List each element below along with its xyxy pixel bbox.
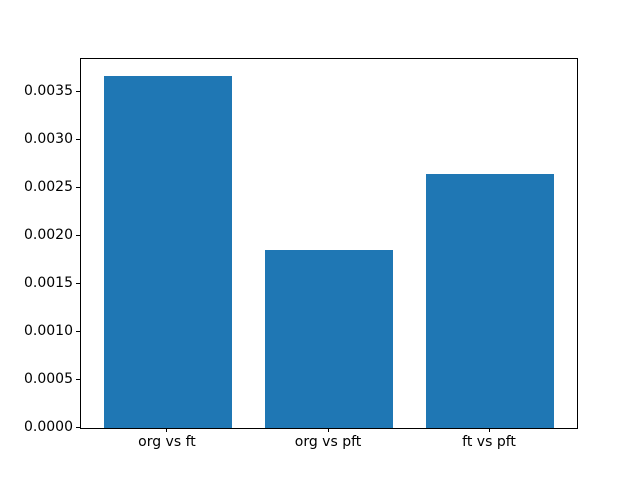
x-tick-label-ft-vs-pft: ft vs pft — [462, 434, 516, 450]
x-tick-label-org-vs-ft: org vs ft — [138, 434, 196, 450]
y-tick-mark — [76, 234, 80, 236]
y-tick-label: 0.0035 — [24, 83, 73, 100]
y-tick-mark — [76, 426, 80, 428]
plot-area — [80, 58, 578, 429]
bar-ft-vs-pft — [425, 173, 555, 428]
bar-org-vs-pft — [264, 250, 394, 428]
y-tick-label: 0.0000 — [24, 419, 73, 435]
y-tick-label: 0.0010 — [24, 323, 73, 339]
y-tick-mark — [76, 378, 80, 380]
y-tick-label: 0.0015 — [24, 275, 73, 291]
x-tick-mark — [488, 428, 490, 432]
x-tick-mark — [327, 428, 329, 432]
y-tick-label: 0.0005 — [24, 371, 73, 387]
x-tick-mark — [166, 428, 168, 432]
y-tick-label: 0.0030 — [24, 131, 73, 148]
y-tick-mark — [76, 90, 80, 92]
y-tick-mark — [76, 186, 80, 188]
bar-org-vs-ft — [103, 75, 233, 428]
y-tick-mark — [76, 282, 80, 284]
y-tick-mark — [76, 138, 80, 140]
y-tick-mark — [76, 330, 80, 332]
y-tick-label: 0.0020 — [24, 227, 73, 243]
y-tick-label: 0.0025 — [24, 179, 73, 195]
x-tick-label-org-vs-pft: org vs pft — [294, 434, 362, 450]
